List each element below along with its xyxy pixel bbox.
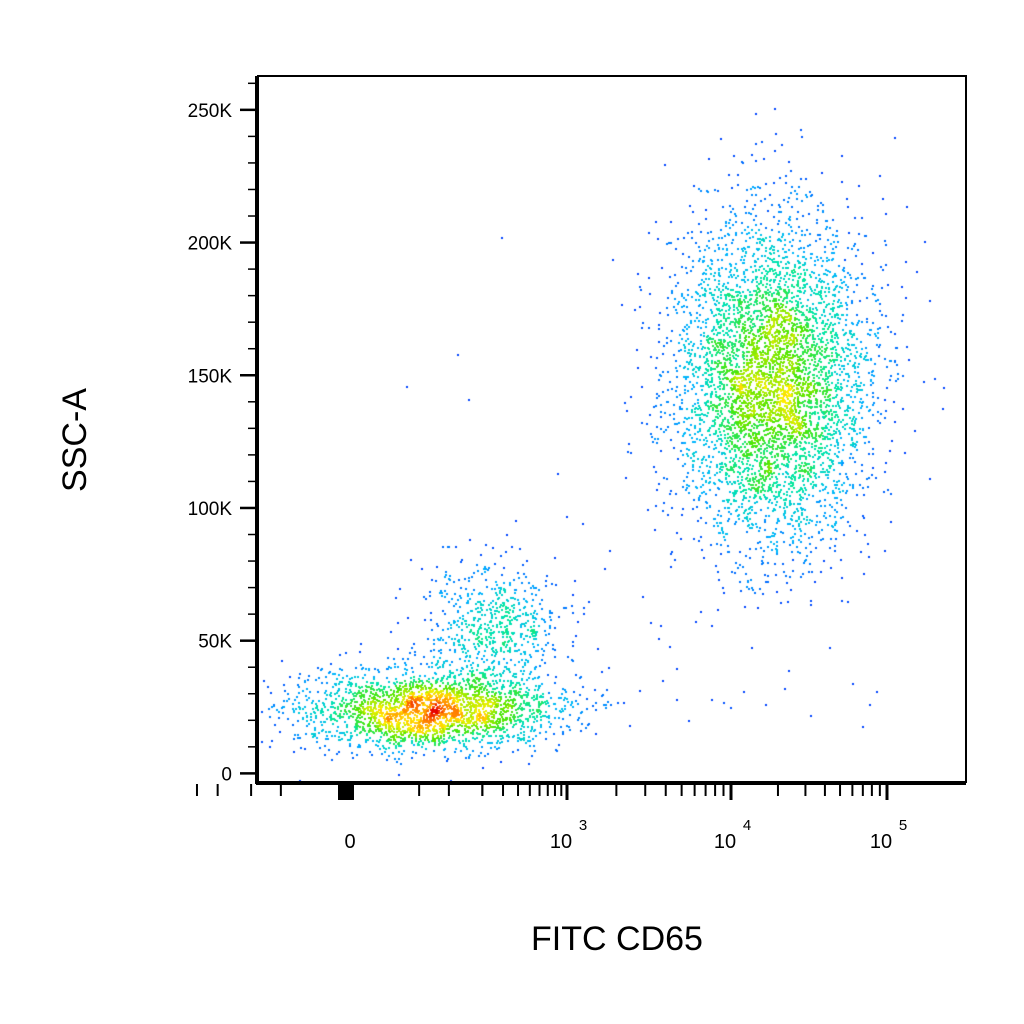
x-tick-label: 10 (550, 831, 572, 853)
x-tick-label: 10 (870, 831, 892, 853)
dots-layer (258, 76, 966, 782)
y-tick-label: 50K (198, 632, 232, 653)
plot-frame (257, 75, 967, 783)
y-tick-label: 100K (188, 499, 233, 520)
y-tick-label: 0 (221, 764, 232, 785)
x-tick-exponent: 3 (579, 817, 587, 834)
x-tick-exponent: 4 (743, 817, 751, 834)
y-tick-label: 200K (188, 234, 233, 255)
x-tick-label: 10 (714, 831, 736, 853)
x-zero-tick-cluster (338, 784, 354, 800)
y-tick-label: 250K (188, 101, 233, 122)
x-axis-title: FITC CD65 (531, 920, 703, 958)
y-axis-title: SSC-A (56, 388, 94, 492)
y-tick-label: 150K (188, 366, 233, 387)
x-tick-label: 0 (344, 831, 355, 853)
axes-layer: 0 50K 100K 150K 200K 250K 0 10 3 10 4 10 5 (188, 76, 966, 853)
x-tick-exponent: 5 (899, 817, 907, 834)
